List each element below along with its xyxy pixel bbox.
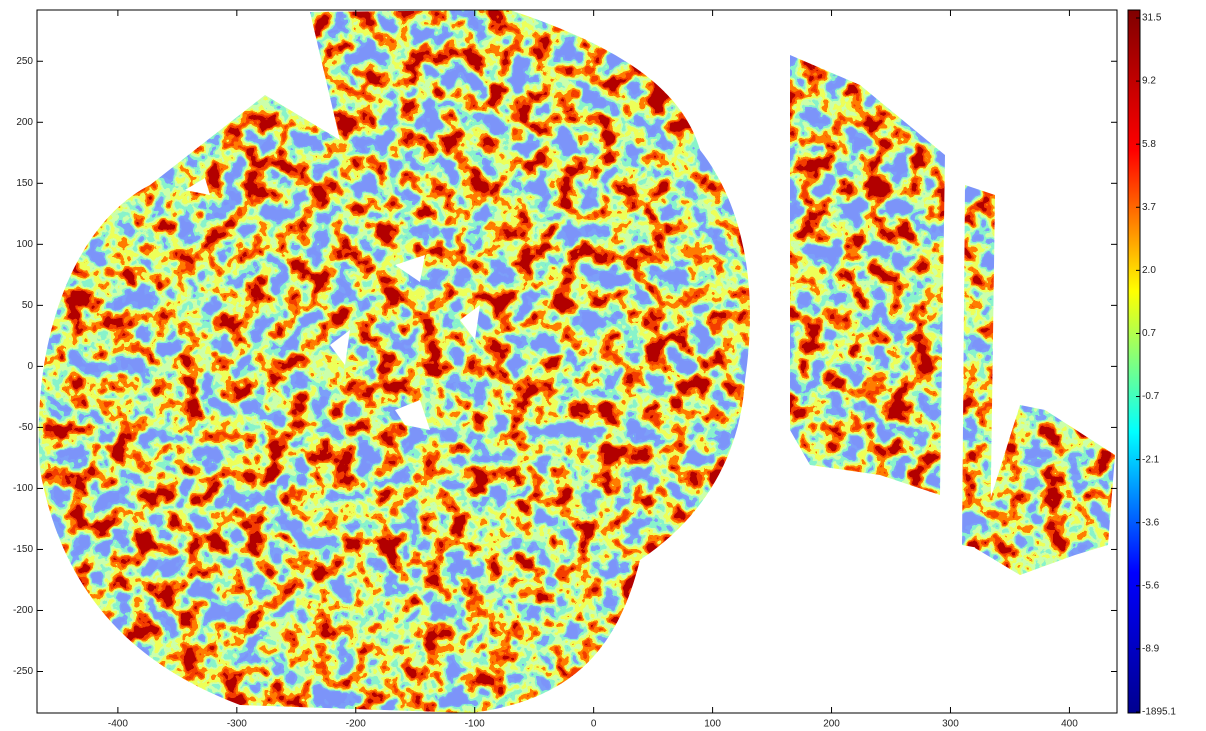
colorbar-label: 31.5 <box>1142 13 1162 24</box>
colorbar-label: -3.6 <box>1142 517 1160 528</box>
colorbar-label: 9.2 <box>1142 76 1156 87</box>
colorbar-label: -1895.1 <box>1142 707 1176 718</box>
y-tick-label: 200 <box>16 117 33 128</box>
y-tick-label: -150 <box>13 544 33 555</box>
map-holes <box>185 178 480 430</box>
y-tick-label: -50 <box>19 422 34 433</box>
y-tick-label: 250 <box>16 56 33 67</box>
x-tick-label: -400 <box>108 719 128 730</box>
map-image <box>38 10 1115 713</box>
colorbar-label: -8.9 <box>1142 644 1160 655</box>
x-tick-label: 200 <box>823 719 840 730</box>
colorbar-label: 0.7 <box>1142 328 1156 339</box>
x-tick-label: -300 <box>227 719 247 730</box>
x-tick-label: 100 <box>704 719 721 730</box>
y-tick-label: 100 <box>16 239 33 250</box>
colorbar-label: 2.0 <box>1142 265 1156 276</box>
y-tick-label: 0 <box>27 361 33 372</box>
x-tick-label: 0 <box>591 719 597 730</box>
x-tick-label: -200 <box>346 719 366 730</box>
x-tick-label: -100 <box>465 719 485 730</box>
colorbar-label: 5.8 <box>1142 139 1156 150</box>
colorbar <box>1127 9 1141 714</box>
y-tick-label: -200 <box>13 605 33 616</box>
colorbar-label: 3.7 <box>1142 202 1156 213</box>
colorbar-label: -5.6 <box>1142 580 1160 591</box>
axes-box <box>36 9 1118 714</box>
y-tick-label: -100 <box>13 483 33 494</box>
colorbar-label: -2.1 <box>1142 454 1160 465</box>
y-tick-label: 50 <box>22 300 34 311</box>
y-tick-label: -250 <box>13 666 33 677</box>
colorbar-label: -0.7 <box>1142 391 1160 402</box>
x-tick-label: 400 <box>1061 719 1078 730</box>
x-tick-label: 300 <box>942 719 959 730</box>
y-tick-label: 150 <box>16 178 33 189</box>
